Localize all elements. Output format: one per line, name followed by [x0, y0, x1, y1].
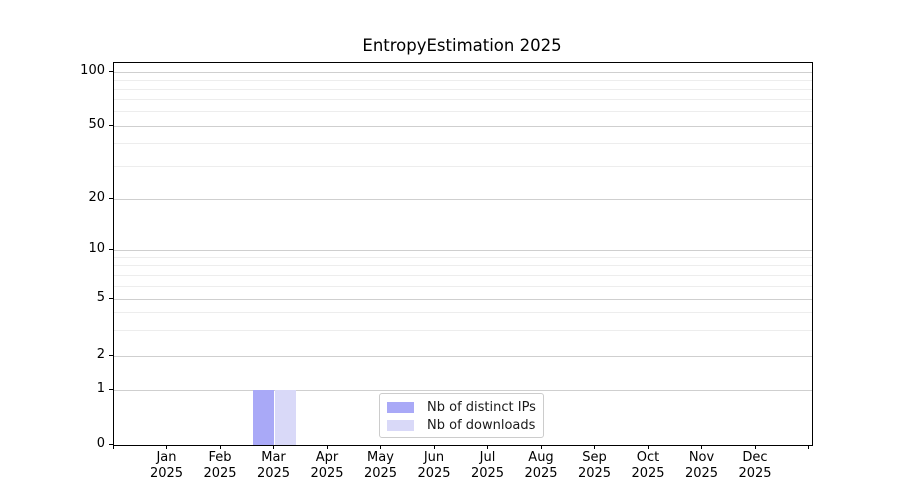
- legend: Nb of distinct IPs Nb of downloads: [379, 393, 544, 438]
- major-gridline: [114, 249, 812, 251]
- x-tick-year: 2025: [577, 466, 612, 481]
- major-gridline: [114, 298, 812, 300]
- x-tick-mark: [647, 445, 649, 449]
- x-tick-month: Apr: [315, 450, 339, 465]
- x-tick-label: Oct 2025: [620, 450, 676, 482]
- legend-label: Nb of downloads: [427, 417, 536, 433]
- x-tick-mark: [808, 445, 809, 449]
- bar-downloads: [274, 390, 296, 445]
- y-tick-mark: [109, 388, 113, 390]
- x-tick-year: 2025: [203, 466, 237, 481]
- x-tick-year: 2025: [363, 466, 398, 481]
- y-tick-mark: [109, 297, 113, 299]
- x-tick-label: May 2025: [353, 450, 409, 482]
- x-tick-month: Jul: [479, 450, 496, 465]
- minor-gridline: [114, 256, 812, 258]
- x-tick-month: Aug: [528, 450, 554, 465]
- legend-swatch: [387, 419, 414, 431]
- x-tick-month: Jun: [423, 450, 445, 465]
- x-tick-year: 2025: [631, 466, 665, 481]
- x-tick-label: Jan 2025: [139, 450, 195, 482]
- x-tick-mark: [701, 445, 702, 449]
- y-tick-mark: [109, 70, 113, 72]
- y-tick-label: 10: [88, 241, 105, 256]
- x-tick-year: 2025: [684, 466, 719, 481]
- minor-gridline: [114, 330, 812, 332]
- x-tick-mark: [594, 445, 595, 449]
- x-tick-label: Mar 2025: [246, 450, 302, 482]
- y-tick-label: 100: [80, 63, 105, 78]
- x-tick-month: May: [367, 450, 394, 465]
- x-tick-year: 2025: [256, 466, 291, 481]
- major-gridline: [114, 198, 812, 200]
- x-tick-month: Mar: [261, 450, 286, 465]
- y-tick-label: 20: [88, 190, 105, 205]
- x-tick-mark: [326, 445, 328, 449]
- y-tick-label: 5: [96, 290, 105, 305]
- x-tick-mark: [166, 445, 167, 449]
- legend-entry: Nb of downloads: [380, 416, 543, 434]
- x-tick-mark: [112, 445, 114, 449]
- y-tick-label: 0: [96, 436, 105, 451]
- x-tick-year: 2025: [470, 466, 505, 481]
- major-gridline: [114, 389, 812, 391]
- legend-swatch: [387, 401, 414, 413]
- minor-gridline: [114, 312, 812, 314]
- x-tick-mark: [540, 445, 542, 449]
- minor-gridline: [114, 274, 812, 276]
- chart-title: EntropyEstimation 2025: [362, 36, 562, 55]
- x-tick-mark: [380, 445, 381, 449]
- x-tick-label: Aug 2025: [513, 450, 569, 482]
- x-tick-label: Jul 2025: [460, 450, 516, 482]
- y-tick-mark: [109, 443, 113, 445]
- y-tick-label: 2: [96, 347, 105, 362]
- x-tick-month: Oct: [636, 450, 660, 465]
- minor-gridline: [114, 285, 812, 287]
- x-tick-year: 2025: [417, 466, 451, 481]
- minor-gridline: [114, 111, 812, 113]
- legend-label: Nb of distinct IPs: [427, 399, 536, 415]
- y-tick-mark: [109, 197, 113, 199]
- y-tick-label: 50: [88, 117, 105, 132]
- x-tick-mark: [754, 445, 756, 449]
- legend-entry: Nb of distinct IPs: [380, 398, 543, 416]
- x-tick-mark: [273, 445, 274, 449]
- x-tick-label: Apr 2025: [299, 450, 355, 482]
- x-tick-mark: [433, 445, 435, 449]
- major-gridline: [114, 71, 812, 73]
- y-tick-mark: [109, 354, 113, 356]
- x-tick-label: Sep 2025: [567, 450, 623, 482]
- x-tick-month: Nov: [688, 450, 715, 465]
- plot-area: [113, 62, 813, 446]
- x-tick-month: Sep: [582, 450, 607, 465]
- minor-gridline: [114, 88, 812, 90]
- x-tick-year: 2025: [524, 466, 558, 481]
- x-tick-year: 2025: [149, 466, 184, 481]
- x-tick-year: 2025: [310, 466, 344, 481]
- minor-gridline: [114, 143, 812, 145]
- major-gridline: [114, 125, 812, 127]
- major-gridline: [114, 355, 812, 357]
- bar-distinct-ips: [253, 390, 275, 445]
- x-tick-month: Jan: [156, 450, 177, 465]
- x-tick-month: Dec: [742, 450, 768, 465]
- x-tick-label: Feb 2025: [192, 450, 248, 482]
- minor-gridline: [114, 265, 812, 267]
- x-tick-label: Nov 2025: [674, 450, 730, 482]
- x-tick-month: Feb: [208, 450, 232, 465]
- x-tick-mark: [487, 445, 488, 449]
- minor-gridline: [114, 166, 812, 168]
- x-tick-year: 2025: [738, 466, 772, 481]
- y-tick-label: 1: [96, 381, 105, 396]
- x-tick-label: Jun 2025: [406, 450, 462, 482]
- minor-gridline: [114, 99, 812, 101]
- x-tick-mark: [219, 445, 221, 449]
- y-tick-mark: [109, 124, 113, 126]
- minor-gridline: [114, 79, 812, 81]
- x-tick-label: Dec 2025: [727, 450, 783, 482]
- y-tick-mark: [109, 248, 113, 250]
